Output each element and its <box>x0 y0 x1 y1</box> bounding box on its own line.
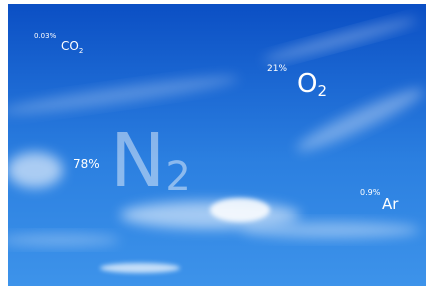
co2-percent: 0.03% <box>34 32 57 40</box>
page: {"gases": [ {"percent": "0.03%", "symbol… <box>0 0 431 290</box>
co2-main: CO <box>61 39 79 53</box>
o2-main: O <box>297 69 317 99</box>
sky-image: 0.03% CO2 21% O2 78% N2 0.9% Ar <box>0 0 431 290</box>
n2-subscript: 2 <box>165 154 190 200</box>
ar-symbol: Ar <box>382 195 399 213</box>
n2-percent: 78% <box>73 157 100 171</box>
co2-subscript: 2 <box>79 47 83 55</box>
n2-main: N <box>110 118 165 204</box>
o2-percent: 21% <box>267 64 287 74</box>
o2-subscript: 2 <box>317 82 327 100</box>
ar-percent: 0.9% <box>360 188 381 197</box>
